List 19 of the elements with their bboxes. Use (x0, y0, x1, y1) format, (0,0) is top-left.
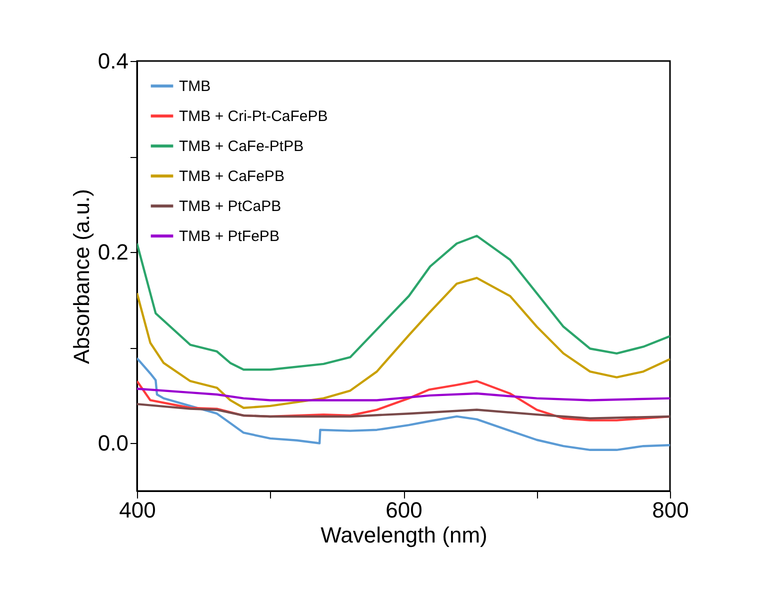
y-axis-title: Absorbance (a.u.) (68, 189, 94, 364)
legend-label: TMB (179, 78, 211, 95)
legend-label: TMB + PtCaPB (179, 198, 282, 215)
x-tick-label: 800 (652, 498, 689, 522)
line-series (137, 402, 670, 420)
x-tick-label: 400 (119, 498, 156, 522)
y-tick-label: 0.0 (98, 430, 128, 456)
legend-label: TMB + CaFePB (179, 168, 284, 185)
line-series (137, 276, 670, 409)
line-series (137, 380, 670, 422)
x-axis-title: Wavelength (nm) (320, 522, 488, 548)
line-series (137, 388, 670, 402)
y-tick-label: 0.4 (98, 48, 128, 74)
legend-label: TMB + Cri-Pt-CaFePB (179, 108, 328, 125)
legend-label: TMB + PtFePB (179, 228, 280, 245)
line-series (137, 357, 670, 452)
x-tick-label: 600 (386, 498, 422, 522)
legend-label: TMB + CaFe-PtPB (179, 138, 304, 155)
y-tick-label: 0.2 (98, 240, 128, 265)
